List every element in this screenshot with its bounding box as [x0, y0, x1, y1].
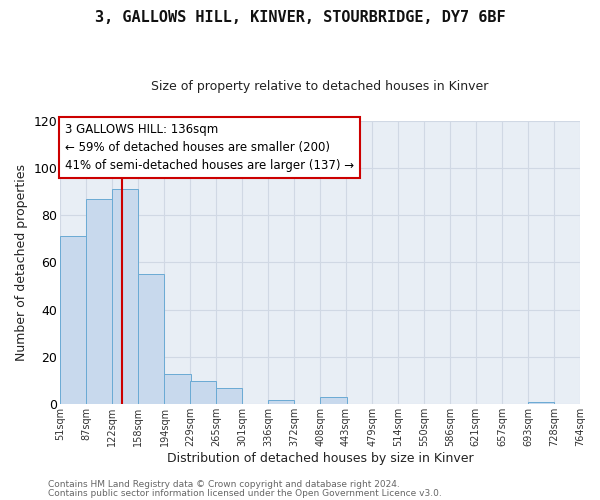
X-axis label: Distribution of detached houses by size in Kinver: Distribution of detached houses by size …	[167, 452, 473, 465]
Bar	[112, 189, 138, 404]
Y-axis label: Number of detached properties: Number of detached properties	[15, 164, 28, 361]
Bar	[138, 274, 164, 404]
Bar	[216, 388, 242, 404]
Bar	[60, 236, 86, 404]
Text: Contains HM Land Registry data © Crown copyright and database right 2024.: Contains HM Land Registry data © Crown c…	[48, 480, 400, 489]
Bar	[86, 198, 113, 404]
Text: Contains public sector information licensed under the Open Government Licence v3: Contains public sector information licen…	[48, 488, 442, 498]
Title: Size of property relative to detached houses in Kinver: Size of property relative to detached ho…	[151, 80, 489, 93]
Bar	[320, 397, 347, 404]
Text: 3, GALLOWS HILL, KINVER, STOURBRIDGE, DY7 6BF: 3, GALLOWS HILL, KINVER, STOURBRIDGE, DY…	[95, 10, 505, 25]
Bar	[528, 402, 554, 404]
Bar	[190, 380, 216, 404]
Bar	[268, 400, 294, 404]
Bar	[164, 374, 191, 404]
Text: 3 GALLOWS HILL: 136sqm
← 59% of detached houses are smaller (200)
41% of semi-de: 3 GALLOWS HILL: 136sqm ← 59% of detached…	[65, 123, 354, 172]
